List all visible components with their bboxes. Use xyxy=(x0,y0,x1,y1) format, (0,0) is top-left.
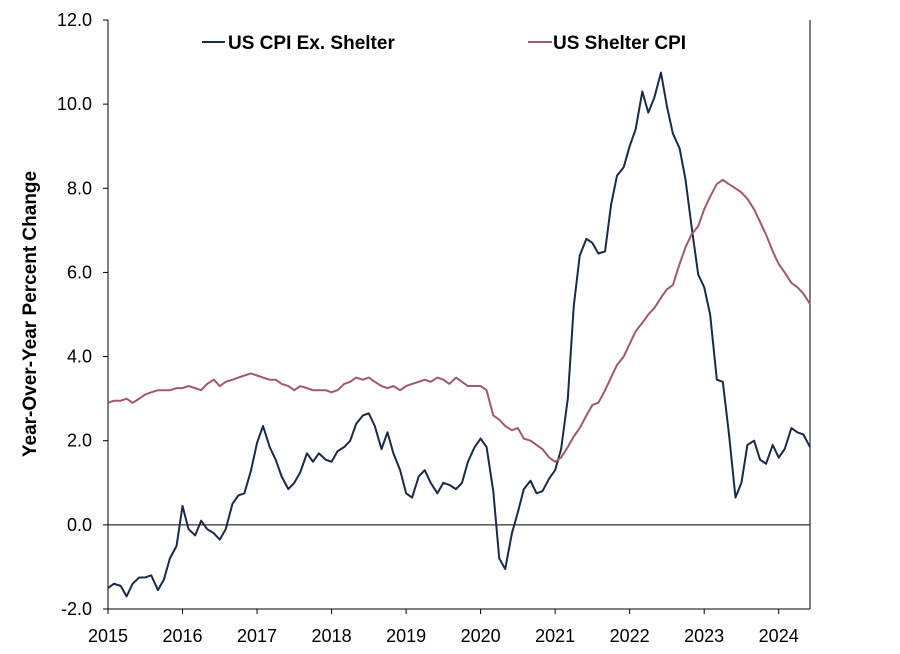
y-tick-label: 8.0 xyxy=(67,178,92,198)
legend-label-shelter-cpi: US Shelter CPI xyxy=(553,33,686,54)
y-axis-label: Year-Over-Year Percent Change xyxy=(20,171,41,457)
legend: US CPI Ex. Shelter US Shelter CPI xyxy=(202,33,686,54)
x-ticks: 2015 2016 2017 2018 2019 2020 2021 2022 2023 2024 xyxy=(88,609,799,646)
y-tick-label: -2.0 xyxy=(61,599,92,619)
x-tick-label: 2016 xyxy=(162,626,202,646)
series-layer xyxy=(107,71,811,598)
x-tick-label: 2017 xyxy=(237,626,277,646)
x-tick-label: 2020 xyxy=(461,626,501,646)
series-line-shelter-cpi xyxy=(107,178,811,463)
legend-label-cpi-ex-shelter: US CPI Ex. Shelter xyxy=(228,33,395,54)
x-tick-label: 2015 xyxy=(88,626,128,646)
y-tick-label: 2.0 xyxy=(67,431,92,451)
x-tick-label: 2023 xyxy=(684,626,724,646)
y-tick-label: 4.0 xyxy=(67,347,92,367)
y-tick-label: 12.0 xyxy=(57,10,92,30)
y-ticks: -2.0 0.0 2.0 4.0 6.0 8.0 10.0 12.0 xyxy=(57,10,108,619)
y-tick-label: 0.0 xyxy=(67,515,92,535)
x-tick-label: 2022 xyxy=(610,626,650,646)
y-tick-label: 10.0 xyxy=(57,94,92,114)
plot-area xyxy=(107,20,811,610)
x-tick-label: 2021 xyxy=(535,626,575,646)
series-line-cpi-ex-shelter xyxy=(107,71,811,598)
y-tick-label: 6.0 xyxy=(67,262,92,282)
x-tick-label: 2024 xyxy=(759,626,799,646)
x-tick-label: 2019 xyxy=(386,626,426,646)
x-tick-label: 2018 xyxy=(312,626,352,646)
